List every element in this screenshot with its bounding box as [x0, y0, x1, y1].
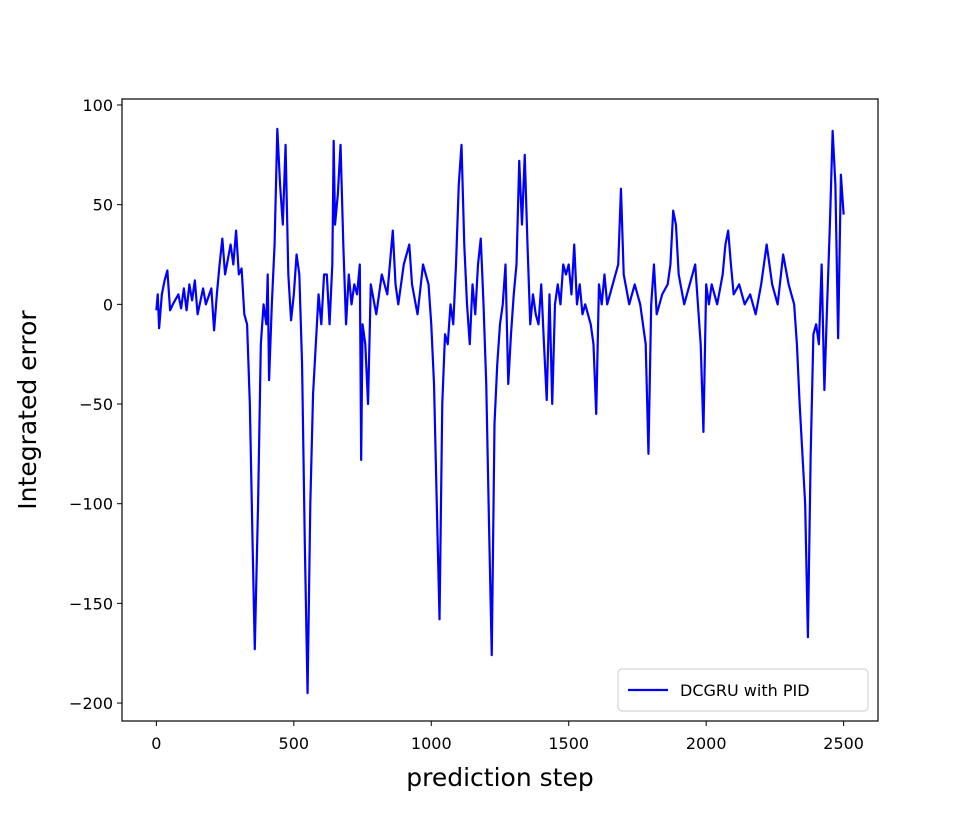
- x-tick-label: 1000: [411, 734, 452, 753]
- legend: DCGRU with PID: [617, 668, 869, 712]
- y-tick-label: 100: [82, 96, 113, 115]
- legend-label: DCGRU with PID: [680, 681, 810, 700]
- data-line: [155, 127, 845, 695]
- x-tick-label: 2500: [823, 734, 864, 753]
- y-tick-label: 0: [103, 295, 113, 314]
- x-tick-label: 2000: [686, 734, 727, 753]
- x-tick-label: 500: [279, 734, 310, 753]
- y-axis-label: Integrated error: [13, 310, 42, 510]
- y-tick-label: −200: [69, 694, 113, 713]
- plot-frame: [121, 98, 879, 722]
- legend-box: [617, 668, 869, 712]
- x-tick-label: 1500: [548, 734, 589, 753]
- y-tick-label: −100: [69, 495, 113, 514]
- y-tick-label: 50: [93, 196, 113, 215]
- y-tick-label: −50: [79, 395, 113, 414]
- y-tick-label: −150: [69, 594, 113, 613]
- x-tick-label: 0: [151, 734, 161, 753]
- x-axis-label: prediction step: [406, 763, 593, 792]
